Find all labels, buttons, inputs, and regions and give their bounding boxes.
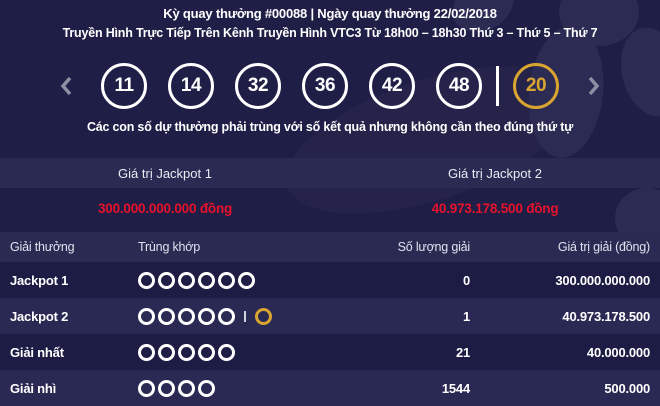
match-separator — [244, 310, 246, 322]
match-ball-icon — [218, 271, 235, 289]
match-pattern — [138, 307, 365, 325]
jackpot-header-band: Giá trị Jackpot 1 Giá trị Jackpot 2 — [0, 158, 660, 188]
match-ball-icon — [198, 271, 215, 289]
match-ball-icon — [138, 307, 155, 325]
prize-label: Giải nhì — [10, 380, 57, 396]
matching-rule-note: Các con số dự thưởng phải trùng với số k… — [86, 120, 574, 134]
jackpot2-header: Giá trị Jackpot 2 — [448, 165, 542, 181]
match-ball-icon — [178, 307, 195, 325]
jackpot1-value: 300.000.000.000 đồng — [97, 200, 233, 216]
match-bonus-ball-icon — [255, 307, 272, 325]
col-prize: Giải thưởng — [10, 240, 75, 254]
next-draw-arrow-icon[interactable] — [587, 75, 600, 97]
match-ball-icon — [198, 379, 215, 397]
table-row: Giải nhất 21 40.000.000 — [0, 334, 660, 370]
match-pattern — [138, 271, 365, 289]
match-ball-icon — [178, 271, 195, 289]
jackpot1-header: Giá trị Jackpot 1 — [118, 165, 212, 181]
match-ball-icon — [138, 379, 155, 397]
col-match: Trùng khớp — [138, 240, 201, 254]
winning-numbers-balls: 11 14 32 36 42 48 — [101, 63, 482, 109]
number-ball: 36 — [302, 63, 348, 109]
match-ball-icon — [138, 271, 155, 289]
match-ball-icon — [178, 343, 195, 361]
match-ball-icon — [218, 343, 235, 361]
prev-draw-arrow-icon[interactable] — [60, 75, 73, 97]
match-ball-icon — [218, 307, 235, 325]
match-ball-icon — [238, 271, 255, 289]
table-row: Jackpot 1 0 300.000.000.000 — [0, 262, 660, 298]
prize-label: Jackpot 1 — [10, 272, 69, 288]
prize-count: 1 — [462, 308, 470, 324]
draw-info-line: Kỳ quay thưởng #00088 | Ngày quay thưởng… — [163, 6, 497, 21]
match-ball-icon — [198, 307, 215, 325]
col-value: Giá trị giải (đồng) — [557, 240, 650, 254]
match-pattern — [138, 379, 365, 397]
prize-value: 300.000.000.000 — [555, 272, 650, 288]
match-ball-icon — [198, 343, 215, 361]
prize-count: 21 — [455, 344, 470, 360]
table-row: Jackpot 2 1 40.973.178.500 — [0, 298, 660, 334]
prize-value: 40.973.178.500 — [562, 308, 650, 324]
prize-count: 1544 — [441, 380, 470, 396]
prize-value: 500.000 — [604, 380, 650, 396]
number-ball: 48 — [436, 63, 482, 109]
match-ball-icon — [138, 343, 155, 361]
match-ball-icon — [178, 379, 195, 397]
bonus-number-ball: 20 — [513, 63, 559, 109]
jackpot-values-row: 300.000.000.000 đồng 40.973.178.500 đồng — [0, 188, 660, 232]
col-count: Số lượng giải — [397, 240, 471, 254]
table-row: Giải nhì 1544 500.000 — [0, 370, 660, 406]
prize-count: 0 — [462, 272, 470, 288]
match-ball-icon — [158, 307, 175, 325]
prize-label: Giải nhất — [10, 344, 64, 360]
prize-rows: Jackpot 1 0 300.000.000.000 Jackpot 2 1 40.97… — [0, 262, 660, 406]
match-ball-icon — [158, 271, 175, 289]
winning-numbers-row: 11 14 32 36 42 48 20 — [0, 63, 660, 109]
number-ball: 42 — [369, 63, 415, 109]
number-ball: 32 — [235, 63, 281, 109]
prize-label: Jackpot 2 — [10, 308, 69, 324]
prize-table-header: Giải thưởng Trùng khớp Số lượng giải Giá… — [0, 232, 660, 262]
prize-value: 40.000.000 — [586, 344, 650, 360]
match-ball-icon — [158, 379, 175, 397]
broadcast-info-line: Truyền Hình Trực Tiếp Trên Kênh Truyền H… — [62, 26, 598, 40]
match-pattern — [138, 343, 365, 361]
jackpot2-value: 40.973.178.500 đồng — [431, 200, 559, 216]
number-ball: 11 — [101, 63, 147, 109]
bonus-separator — [496, 66, 499, 106]
match-ball-icon — [158, 343, 175, 361]
number-ball: 14 — [168, 63, 214, 109]
